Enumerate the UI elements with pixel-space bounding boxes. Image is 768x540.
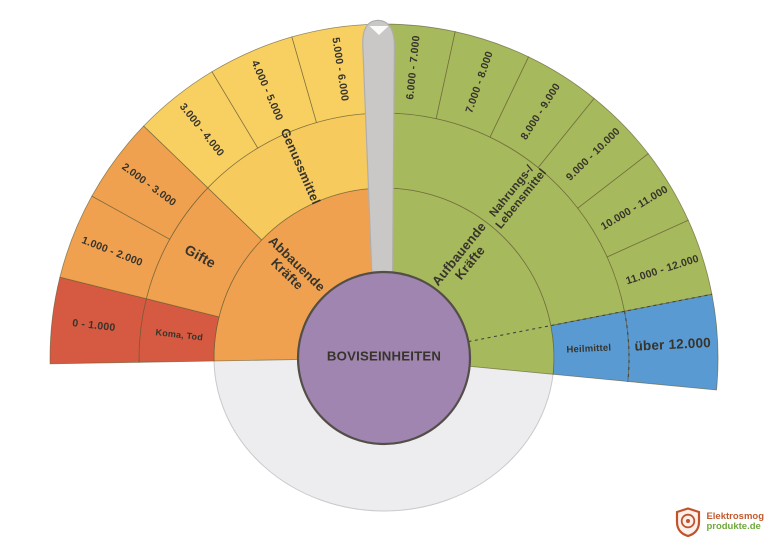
scale-segment-12 bbox=[624, 293, 719, 391]
scale-label-12: über 12.000 bbox=[634, 335, 711, 354]
pointer-cap-triangle bbox=[369, 26, 389, 35]
brand-text: Elektrosmog produkte.de bbox=[706, 510, 764, 533]
category-label-4: Heilmittel bbox=[566, 342, 611, 355]
brand-domain: produkte.de bbox=[706, 521, 761, 532]
dashed-boundary-line bbox=[468, 293, 713, 343]
dashed-boundary-arc bbox=[623, 311, 630, 382]
brand-name: Elektrosmog bbox=[706, 510, 764, 522]
scale-label-0: 0 - 1.000 bbox=[72, 317, 116, 334]
center-label: BOVISEINHEITEN bbox=[327, 349, 441, 364]
center-circle bbox=[296, 270, 472, 446]
pointer-needle[interactable] bbox=[362, 19, 396, 273]
brand-logo[interactable]: Elektrosmog produkte.de bbox=[675, 507, 764, 537]
shield-icon bbox=[676, 507, 701, 537]
